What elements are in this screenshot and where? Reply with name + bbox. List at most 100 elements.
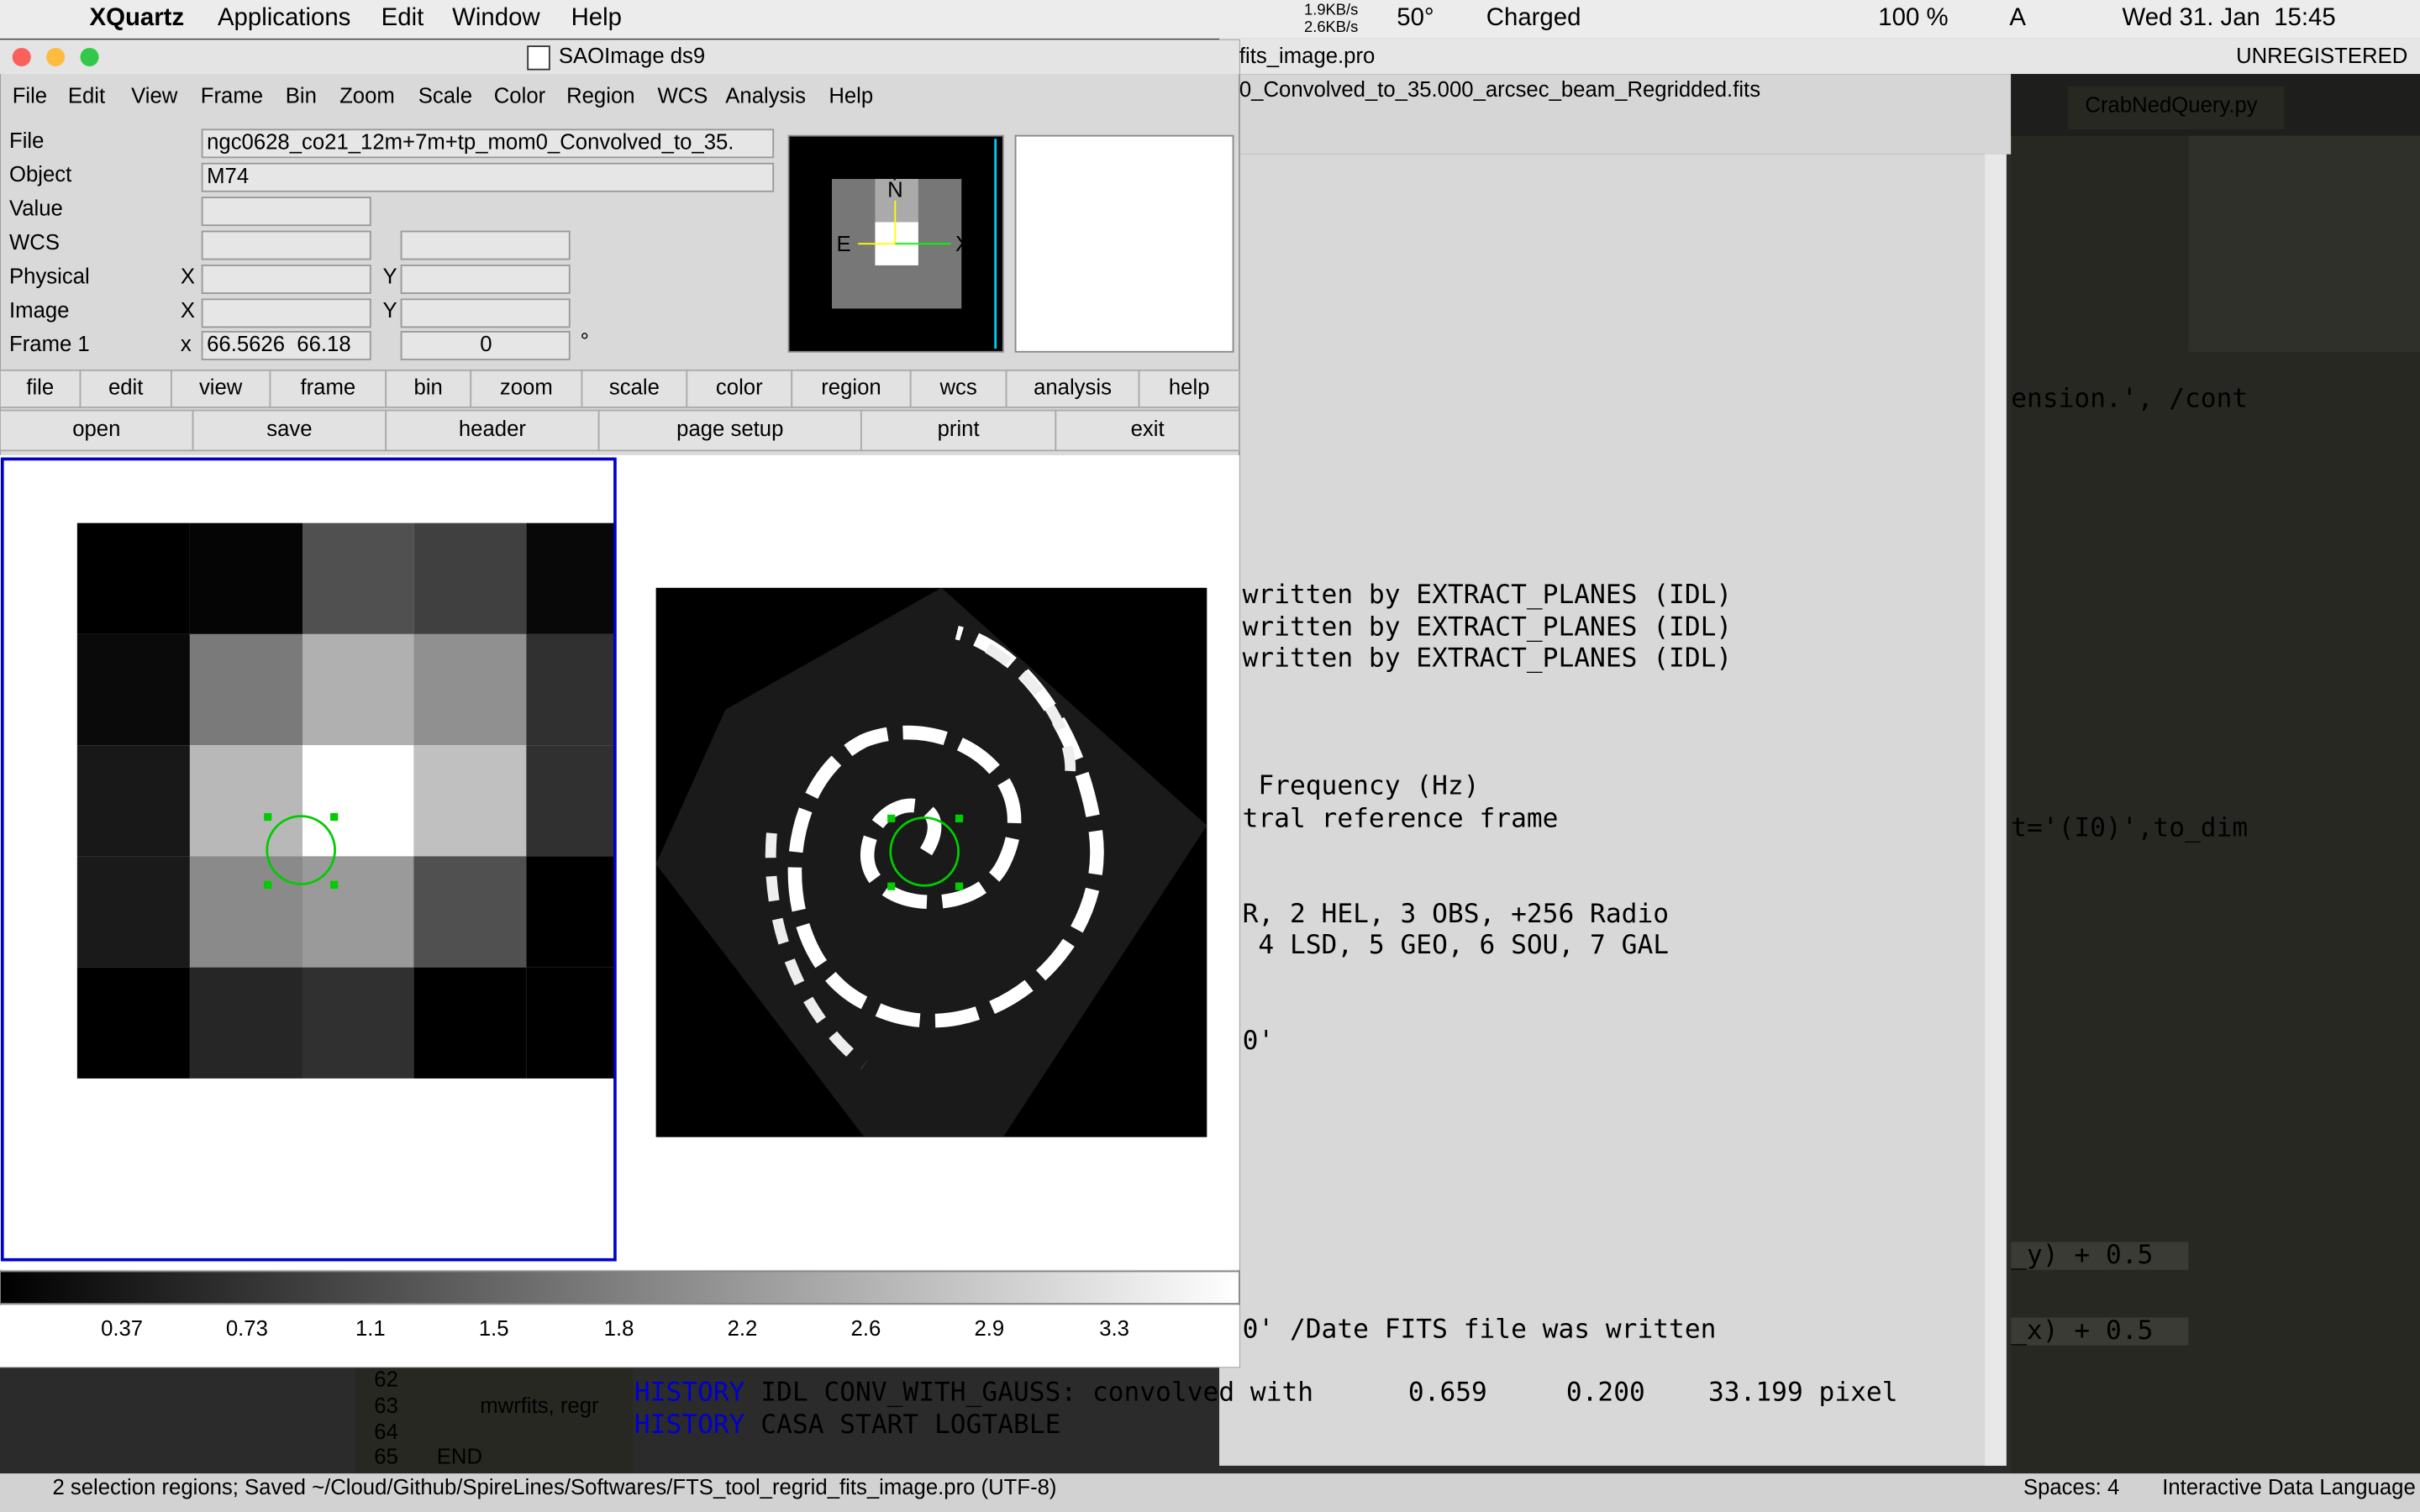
info-label: Object <box>9 163 71 186</box>
header-line: written by EXTRACT_PLANES (IDL) <box>1243 580 1733 610</box>
button-label[interactable]: analysis <box>1034 376 1112 400</box>
button[interactable] <box>1138 369 1240 408</box>
button[interactable] <box>470 369 583 408</box>
menu-item[interactable]: Scale <box>418 85 472 108</box>
frame-coords: 66.5626 66.18 <box>207 333 351 356</box>
menu-item[interactable]: Bin <box>286 85 317 108</box>
button-label[interactable]: region <box>821 376 881 400</box>
header-line: 0' /Date FITS file was written <box>1243 1314 1717 1344</box>
zoom-button[interactable] <box>80 47 99 66</box>
header-line: written by EXTRACT_PLANES (IDL) <box>1243 643 1733 673</box>
button[interactable] <box>385 409 600 452</box>
status-bar <box>0 1473 2420 1512</box>
galaxy-arms <box>765 643 1076 1069</box>
button-label[interactable]: edit <box>108 376 143 400</box>
line-number: 63 <box>374 1394 398 1418</box>
button-label[interactable]: print <box>938 417 980 441</box>
button[interactable] <box>192 409 387 452</box>
button-label[interactable]: open <box>72 417 120 441</box>
button-label[interactable]: zoom <box>500 376 553 400</box>
menu-item[interactable]: Edit <box>381 3 424 31</box>
button-label[interactable]: scale <box>609 376 660 400</box>
pixel <box>526 856 615 968</box>
status-spaces[interactable]: Spaces: 4 <box>2023 1476 2119 1499</box>
pixel <box>526 745 615 857</box>
region[interactable] <box>266 815 336 885</box>
header-line: Frequency (Hz) <box>1243 771 1480 801</box>
pixel-image <box>76 522 615 1079</box>
button[interactable] <box>909 369 1007 408</box>
menu-item[interactable]: Edit <box>68 85 105 108</box>
pixel <box>302 522 414 634</box>
magnifier <box>1014 134 1234 353</box>
side-tab[interactable]: CrabNedQuery.py <box>2085 94 2257 118</box>
header-line: written by EXTRACT_PLANES (IDL) <box>1243 612 1733 643</box>
code-line: _y) + 0.5 <box>2011 1240 2153 1270</box>
button[interactable] <box>170 369 271 408</box>
pixel <box>413 633 527 746</box>
axis-label: Y <box>383 299 397 323</box>
menu-item[interactable]: File <box>13 85 47 108</box>
field <box>400 330 571 360</box>
menu-item[interactable]: Color <box>494 85 546 108</box>
temperature: 50° <box>1397 3 1434 31</box>
button-label[interactable]: bin <box>414 376 443 400</box>
button[interactable] <box>1055 409 1240 452</box>
button[interactable] <box>79 369 172 408</box>
menu-item[interactable]: WCS <box>657 85 708 108</box>
info-label: Image <box>9 299 69 323</box>
editor-titlebar <box>1219 38 2420 75</box>
menu-item[interactable]: Analysis <box>725 85 806 108</box>
colorbar-tick-label: 1.1 <box>355 1317 386 1341</box>
button-label[interactable]: color <box>716 376 763 400</box>
clock: Wed 31. Jan 15:45 <box>2123 3 2336 31</box>
menu-item[interactable]: Window <box>452 3 540 31</box>
menu-item[interactable]: Region <box>566 85 634 108</box>
button-label[interactable]: wcs <box>939 376 976 400</box>
history-text: IDL CONV_WITH_GAUSS: convolved with 0.65… <box>744 1378 1897 1408</box>
panner-pixel <box>875 179 918 223</box>
button-label[interactable]: exit <box>1131 417 1165 441</box>
button[interactable] <box>1005 369 1140 408</box>
object-field <box>201 162 775 192</box>
current-frame <box>0 457 617 1262</box>
button-label[interactable]: page setup <box>676 417 783 441</box>
button[interactable] <box>597 409 862 452</box>
side-tab[interactable] <box>2068 86 2285 130</box>
menu-item[interactable]: View <box>131 85 178 108</box>
colorbar-tick-label: 0.73 <box>226 1317 268 1341</box>
button[interactable] <box>581 369 688 408</box>
button[interactable] <box>791 369 912 408</box>
window-title: SAOImage ds9 <box>559 45 705 68</box>
menu-item[interactable]: Applications <box>218 3 350 31</box>
button-label[interactable]: save <box>266 417 312 441</box>
close-button[interactable] <box>12 47 31 66</box>
button-label[interactable]: frame <box>300 376 355 400</box>
menu-item[interactable]: Help <box>571 3 622 31</box>
status-message: 2 selection regions; Saved ~/Cloud/Githu… <box>52 1476 1056 1499</box>
button[interactable] <box>686 369 793 408</box>
menu-item[interactable]: Frame <box>201 85 263 108</box>
info-label: Frame 1 <box>9 333 90 356</box>
pixel <box>526 967 615 1079</box>
highlight <box>2011 1242 2189 1270</box>
compass-label: Y <box>887 161 902 185</box>
history-text: CASA START LOGTABLE <box>744 1410 1060 1440</box>
header-view <box>1219 154 2007 1466</box>
pixel <box>76 856 190 968</box>
pixel <box>76 745 190 857</box>
button-label[interactable]: view <box>199 376 243 400</box>
menu-item[interactable]: Help <box>829 85 873 108</box>
header-line: R, 2 HEL, 3 OBS, +256 Radio <box>1243 899 1669 929</box>
button[interactable] <box>860 409 1057 452</box>
button-label[interactable]: header <box>459 417 526 441</box>
button[interactable] <box>0 369 82 408</box>
button-label[interactable]: file <box>26 376 54 400</box>
button-label[interactable]: help <box>1169 376 1210 400</box>
pixel <box>189 522 302 634</box>
status-syntax[interactable]: Interactive Data Language <box>2162 1476 2416 1499</box>
minimize-button[interactable] <box>46 47 66 66</box>
region[interactable] <box>889 816 960 887</box>
menu-item[interactable]: Zoom <box>339 85 395 108</box>
